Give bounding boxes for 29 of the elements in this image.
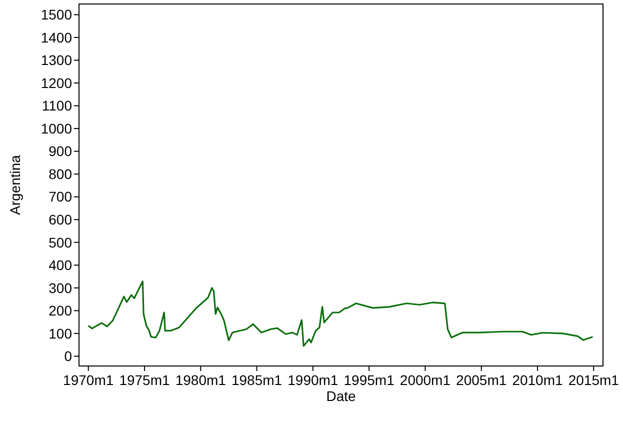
x-tick-label: 2015m1 (568, 372, 620, 388)
line-series (88, 280, 594, 347)
x-tick-label: 2005m1 (456, 372, 507, 388)
y-tick-label: 0 (64, 348, 72, 364)
x-tick-label: 1980m1 (175, 372, 226, 388)
x-tick-label: 1985m1 (231, 372, 282, 388)
y-tick-label: 400 (48, 257, 72, 274)
y-axis-title: Argentina (7, 154, 23, 215)
y-tick-label: 700 (48, 188, 72, 205)
y-tick-label: 1500 (40, 6, 72, 23)
y-tick-label: 1200 (40, 74, 72, 91)
x-axis-title: Date (326, 388, 356, 404)
y-tick-label: 600 (48, 212, 72, 228)
y-tick-label: 1300 (40, 52, 72, 68)
y-tick-label: 1000 (40, 120, 72, 136)
y-tick-label: 200 (48, 302, 72, 319)
x-tick-label: 2000m1 (400, 372, 451, 388)
y-tick-label: 900 (48, 143, 72, 160)
x-tick-label: 1970m1 (63, 372, 114, 388)
y-tick-label: 1100 (42, 98, 72, 114)
x-tick-label: 1995m1 (344, 372, 395, 388)
y-tick-label: 100 (48, 325, 72, 342)
y-tick-label: 300 (48, 280, 72, 296)
y-tick-label: 500 (48, 234, 72, 250)
x-tick-label: 1975m1 (119, 372, 170, 388)
y-tick-label: 1400 (40, 29, 72, 46)
y-tick-label: 800 (48, 166, 72, 182)
x-tick-label: 2010m1 (512, 372, 564, 388)
x-tick-label: 1990m1 (288, 372, 338, 388)
